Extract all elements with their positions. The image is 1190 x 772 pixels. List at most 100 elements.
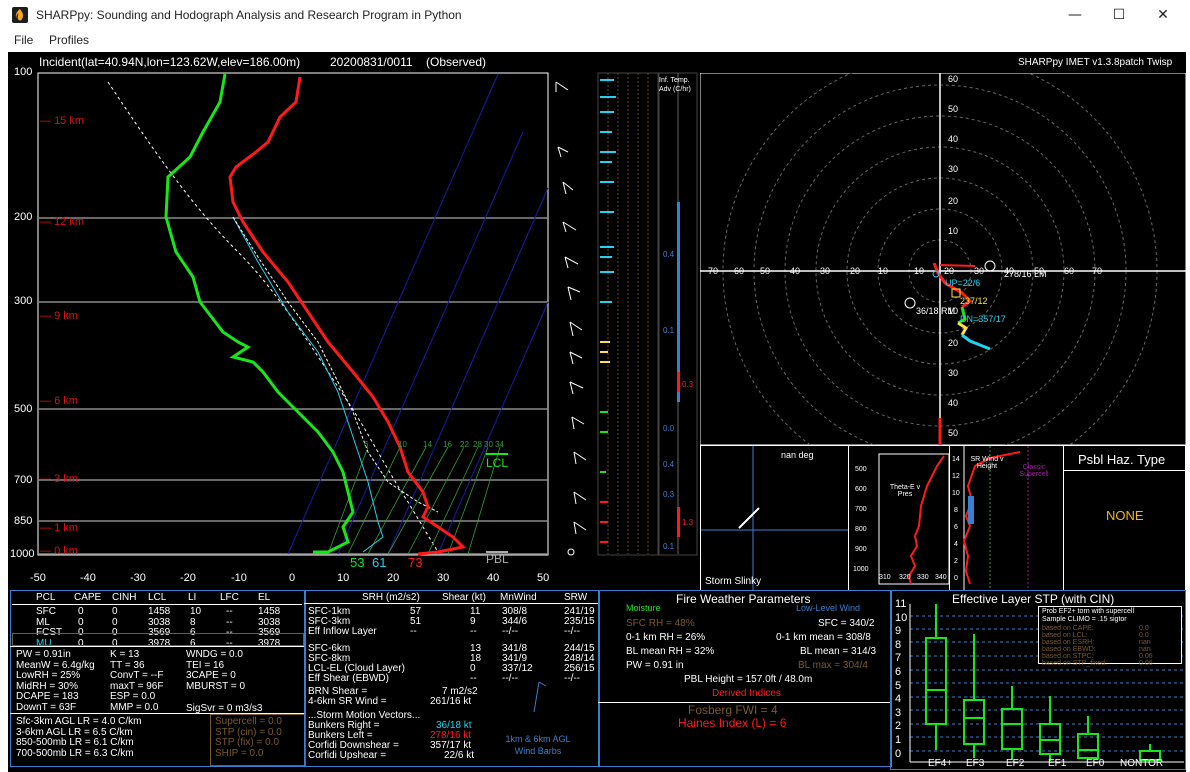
sharppy-main-panel: Incident(lat=40.94N,lon=123.62W,elev=186… [8,52,1186,772]
srwind46-label: 4-6km SR Wind = [308,696,387,707]
kinematics-cell: 51 [410,616,422,627]
hodo-axis-label: 10 [914,266,925,276]
pressure-label-1000: 1000 [10,548,35,560]
height-label-12km: — 12 km [40,216,85,228]
stp-ytick: 9 [895,625,902,638]
parcel-cell: 1458 [148,606,171,617]
parcel-cell: 1458 [258,606,281,617]
pcl-header: CAPE [74,592,102,603]
srwind-height: 8 [954,507,958,514]
parcel-cell: 0 [112,637,118,649]
hodo-axis-label: 20 [948,338,959,348]
temp-tick-50: 50 [537,572,550,584]
kinematics-cell: Eff Shear (EBWD) [308,673,389,684]
brn-label: BRN Shear = [308,686,368,697]
parcel-cell: 3569 [148,627,171,638]
kin-header: Shear (kt) [442,592,486,603]
menu-file[interactable]: File [14,33,34,47]
close-button[interactable]: ✕ [1157,7,1169,23]
lcl-label: LCL [486,456,509,470]
thetae-pres: 1000 [853,566,869,573]
stp-title: Effective Layer STP (with CIN) [952,592,1115,606]
fire-derived: Derived Indices [712,688,781,699]
thetae-panel: Theta-E v Pres 500 600 700 800 900 1000 … [848,445,951,592]
kin-header: SRW [564,592,588,603]
menu-bar: File Profiles [0,30,1190,52]
stp-panel [890,590,1186,770]
parcel-cell: 3038 [258,616,281,628]
composite-box [210,714,306,766]
hodo-axis-label: 20 [850,266,861,276]
kinematics-cell: 308/8 [502,606,528,617]
tadv-value: 0.3 [682,380,694,389]
fire-llwind: Low-Level Wind [796,603,861,613]
parcel-cell: 3569 [258,627,281,638]
stp-cat-ef1: EF1 [1048,758,1067,769]
hazard-value: NONE [1106,508,1144,523]
parcel-cell: -- [226,606,233,617]
kin-header: SRH (m2/s2) [362,592,420,603]
hodo-axis-label: 30 [974,266,985,276]
fire-01km-rh: 0-1 km RH = 26% [626,632,706,643]
pressure-label-200: 200 [14,211,33,223]
corfidi-up-label: Corfidi Upshear = [308,750,387,761]
parcel-cell: 0 [78,616,84,628]
kinematics-cell: 344/6 [502,616,528,627]
tadv-title: Inf. Temp. Adv (C/hr) [659,77,691,93]
fire-sfc-wind: SFC = 340/2 [818,618,875,629]
parcel-cell: 0 [78,637,84,649]
stp-cat-ef2: EF2 [1006,758,1025,769]
kinematics-cell: 57 [410,606,422,617]
kinematics-cell: SFC-1km [308,606,351,617]
hazard-type-panel: Psbl Haz. Type NONE [1063,445,1186,592]
hodo-axis-label: 20 [948,196,959,206]
srwind-height: 6 [954,524,958,531]
thetae-theta: 340 [935,574,947,581]
datetime-label: 20200831/0011 [330,55,413,69]
fire-haines: Haines Index (L) = 6 [678,716,787,730]
hodo-axis-label: 50 [760,266,771,276]
thermo-panel [10,590,306,767]
srwind-panel: SR Wind v Height Classic Supercell 14 12… [949,445,1065,592]
menu-profiles[interactable]: Profiles [49,33,90,47]
temp-tick-10: 10 [337,572,350,584]
pressure-label-300: 300 [14,295,33,307]
kinematics-cell: -- [470,673,477,684]
slinky-nan-label: nan deg [781,450,814,460]
temp-tick-0: 0 [289,572,296,584]
hodo-axis-label: 60 [734,266,745,276]
fire-sfc-rh: SFC RH = 48% [626,618,695,629]
kinematics-cell: 11 [470,606,481,617]
fire-title: Fire Weather Parameters [676,592,811,606]
bunkers-left-value: 278/16 kt [430,730,472,741]
hodo-axis-label: 60 [948,74,959,84]
height-label-1km: — 1 km [40,522,78,534]
stp-ytick: 0 [895,747,902,760]
temp-tick-m50: -50 [30,572,46,584]
indices-strip: PCL CAPE CINH LCL LI LFC EL SFC 0 0 1458 10-… [8,590,1186,772]
srwind-height: 10 [952,490,960,497]
wind-barb-mini [533,681,547,713]
storm-slinky-panel: nan deg Storm Slinky [700,445,850,592]
temp-tick-m20: -20 [180,572,196,584]
bunkers-left-label: Bunkers Left = [308,730,373,741]
pcl-header: LFC [220,592,239,603]
minimize-button[interactable]: — [1068,7,1082,23]
mix-label: 30 [484,440,493,449]
stp-ytick: 7 [895,652,902,665]
parcel-cell: 8 [190,616,196,628]
thermo-col3: WNDG = 0.0 TEI = 16 3CAPE = 0 MBURST = 0 [186,649,245,692]
kinematics-cell: --/-- [564,673,581,684]
version-label: SHARPpy IMET v1.3.8patch Twisp [1018,57,1173,68]
stp-cat-ef4: EF4+ [928,758,953,769]
mu-row-highlight [12,633,304,646]
tadv-value: 0.4 [663,460,675,469]
hodo-axis-label: 50 [948,428,959,438]
hodo-axis-label: 30 [948,368,959,378]
thetae-pres: 700 [855,506,867,513]
kinematics-cell: -- [410,626,417,637]
hodo-dn-label: DN=357/17 [960,314,1006,324]
maximize-button[interactable]: ☐ [1112,7,1126,23]
parcel-cell: FCST [36,627,63,638]
kinematics-cell: 244/15 [564,643,595,654]
